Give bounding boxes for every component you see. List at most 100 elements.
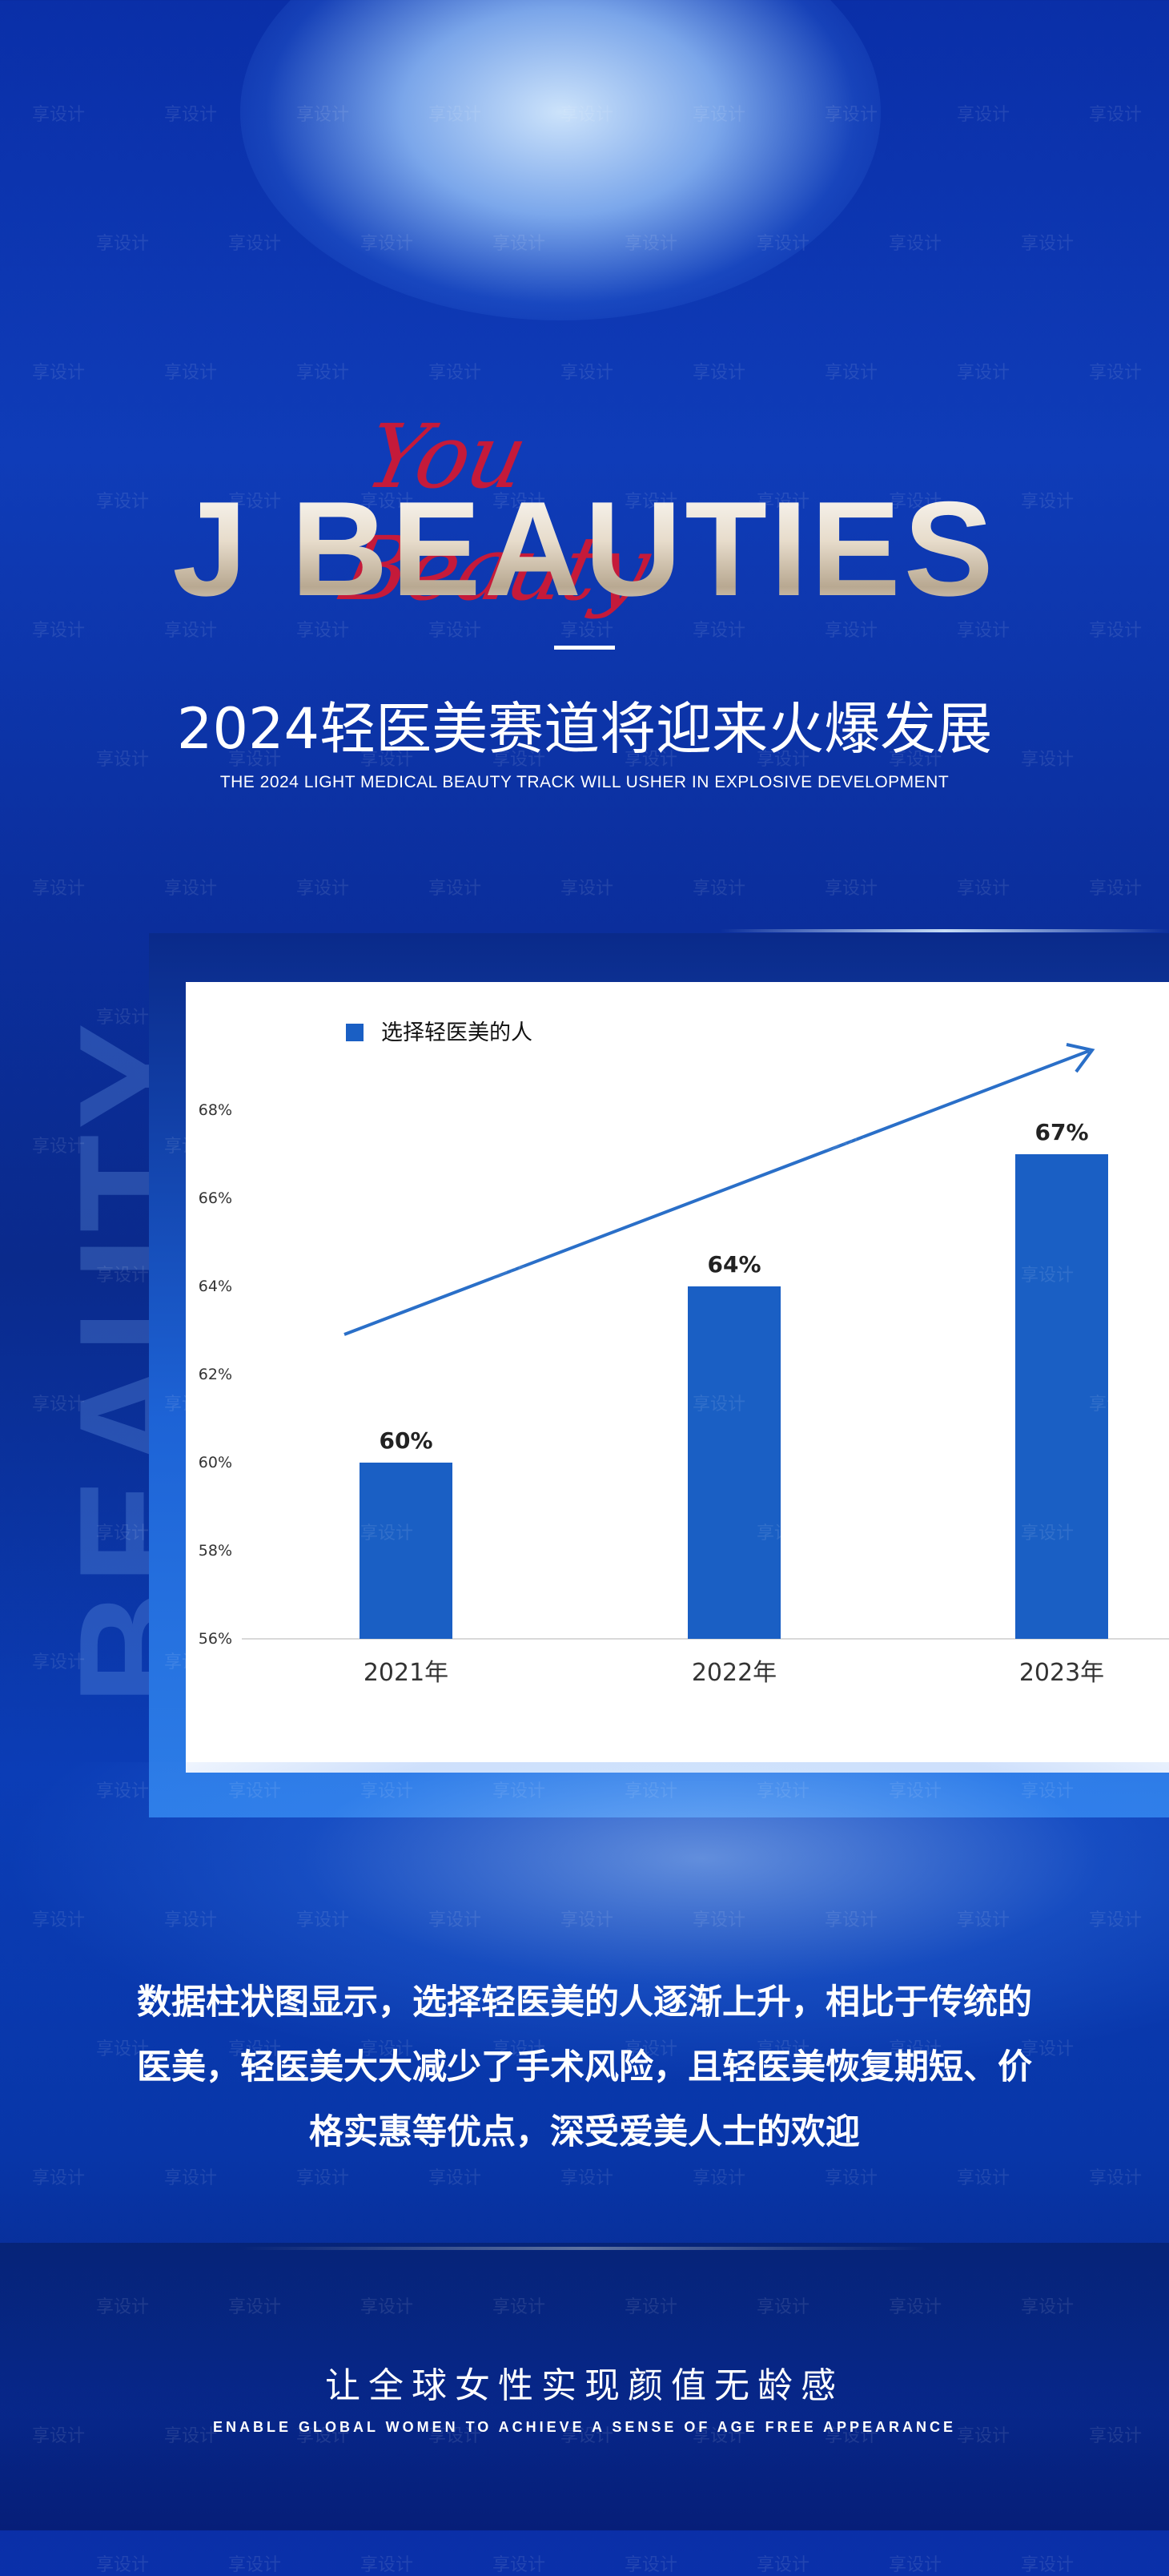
watermark: 享设计 xyxy=(693,105,746,125)
watermark: 享设计 xyxy=(889,1266,942,1286)
watermark: 享设计 xyxy=(228,1781,282,1801)
watermark: 享设计 xyxy=(164,2168,218,2188)
watermark: 享设计 xyxy=(1021,2555,1075,2575)
watermark: 享设计 xyxy=(296,1137,350,1157)
watermark: 享设计 xyxy=(428,1652,482,1672)
watermark: 享设计 xyxy=(492,2297,546,2317)
watermark: 享设计 xyxy=(492,2555,546,2575)
watermark: 享设计 xyxy=(625,2297,678,2317)
watermark: 享设计 xyxy=(1021,1781,1075,1801)
watermark: 享设计 xyxy=(625,234,678,254)
watermark: 享设计 xyxy=(625,2555,678,2575)
brand-logo: J BEAUTIES xyxy=(0,473,1169,625)
bar xyxy=(360,1463,452,1639)
watermark: 享设计 xyxy=(625,2039,678,2059)
watermark: 享设计 xyxy=(360,1266,414,1286)
legend-label: 选择轻医美的人 xyxy=(381,1020,532,1045)
watermark: 享设计 xyxy=(693,2168,746,2188)
watermark: 享设计 xyxy=(889,2555,942,2575)
watermark: 享设计 xyxy=(1021,1008,1075,1028)
watermark: 享设计 xyxy=(228,1008,282,1028)
slogan-english: ENABLE GLOBAL WOMEN TO ACHIEVE A SENSE O… xyxy=(212,2419,957,2435)
watermark: 享设计 xyxy=(164,363,218,383)
watermark: 享设计 xyxy=(96,2297,150,2317)
watermark: 享设计 xyxy=(1089,1395,1143,1415)
watermark: 享设计 xyxy=(164,1652,218,1672)
trend-arrow-head xyxy=(1066,1043,1095,1073)
bar xyxy=(1015,1154,1108,1639)
subheadline: THE 2024 LIGHT MEDICAL BEAUTY TRACK WILL… xyxy=(219,773,950,791)
watermark: 享设计 xyxy=(492,1266,546,1286)
watermark: 享设计 xyxy=(228,1523,282,1544)
watermark: 享设计 xyxy=(825,1910,878,1930)
watermark: 享设计 xyxy=(825,363,878,383)
watermark: 享设计 xyxy=(32,2168,86,2188)
watermark: 享设计 xyxy=(757,234,810,254)
watermark: 享设计 xyxy=(360,234,414,254)
paragraph-line: 数据柱状图显示，选择轻医美的人逐渐上升，相比于传统的 xyxy=(137,1982,1032,2023)
watermark: 享设计 xyxy=(32,105,86,125)
paragraph-line: 格实惠等优点，深受爱美人士的欢迎 xyxy=(309,2112,860,2152)
watermark: 享设计 xyxy=(889,1781,942,1801)
watermark: 享设计 xyxy=(492,1523,546,1544)
watermark: 享设计 xyxy=(360,750,414,770)
watermark: 享设计 xyxy=(96,1266,150,1286)
watermark: 享设计 xyxy=(757,492,810,512)
watermark: 享设计 xyxy=(164,2426,218,2446)
watermark: 享设计 xyxy=(428,2168,482,2188)
watermark: 享设计 xyxy=(693,363,746,383)
trend-arrow-line xyxy=(343,1049,1090,1336)
watermark: 享设计 xyxy=(1089,1137,1143,1157)
watermark: 享设计 xyxy=(296,1395,350,1415)
watermark: 享设计 xyxy=(96,1008,150,1028)
watermark: 享设计 xyxy=(757,1781,810,1801)
watermark: 享设计 xyxy=(228,2297,282,2317)
y-tick-label: 60% xyxy=(199,1454,232,1471)
title-divider xyxy=(554,646,615,650)
watermark: 享设计 xyxy=(825,1137,878,1157)
bar xyxy=(688,1286,781,1639)
watermark: 享设计 xyxy=(957,1395,1010,1415)
watermark: 享设计 xyxy=(957,1910,1010,1930)
watermark: 享设计 xyxy=(360,2039,414,2059)
watermark: 享设计 xyxy=(625,1008,678,1028)
watermark: 享设计 xyxy=(228,492,282,512)
watermark: 享设计 xyxy=(625,1781,678,1801)
watermark: 享设计 xyxy=(1089,1652,1143,1672)
x-tick-label: 2023年 xyxy=(1019,1659,1104,1687)
watermark: 享设计 xyxy=(228,234,282,254)
watermark: 享设计 xyxy=(560,2426,614,2446)
watermark: 享设计 xyxy=(296,621,350,641)
watermark: 享设计 xyxy=(360,2555,414,2575)
watermark: 享设计 xyxy=(825,879,878,899)
watermark: 享设计 xyxy=(957,879,1010,899)
watermark: 享设计 xyxy=(693,1395,746,1415)
watermark: 享设计 xyxy=(957,105,1010,125)
watermark: 享设计 xyxy=(560,2168,614,2188)
watermark: 享设计 xyxy=(296,1910,350,1930)
watermark: 享设计 xyxy=(560,879,614,899)
watermark: 享设计 xyxy=(1021,2297,1075,2317)
x-tick-label: 2021年 xyxy=(364,1659,448,1687)
watermark: 享设计 xyxy=(1089,105,1143,125)
watermark: 享设计 xyxy=(560,1910,614,1930)
watermark: 享设计 xyxy=(693,1652,746,1672)
watermark: 享设计 xyxy=(1021,750,1075,770)
watermark: 享设计 xyxy=(296,363,350,383)
watermark: 享设计 xyxy=(96,1523,150,1544)
watermark: 享设计 xyxy=(492,234,546,254)
watermark: 享设计 xyxy=(560,105,614,125)
watermark: 享设计 xyxy=(360,492,414,512)
watermark: 享设计 xyxy=(32,1137,86,1157)
watermark: 享设计 xyxy=(889,750,942,770)
watermark: 享设计 xyxy=(164,1137,218,1157)
watermark: 享设计 xyxy=(1089,2168,1143,2188)
watermark: 享设计 xyxy=(1089,2426,1143,2446)
y-tick-label: 64% xyxy=(199,1278,232,1295)
watermark: 享设计 xyxy=(825,621,878,641)
watermark: 享设计 xyxy=(957,2426,1010,2446)
wave-background xyxy=(0,1762,1169,2083)
watermark: 享设计 xyxy=(32,1910,86,1930)
watermark: 享设计 xyxy=(757,2297,810,2317)
watermark: 享设计 xyxy=(296,2426,350,2446)
